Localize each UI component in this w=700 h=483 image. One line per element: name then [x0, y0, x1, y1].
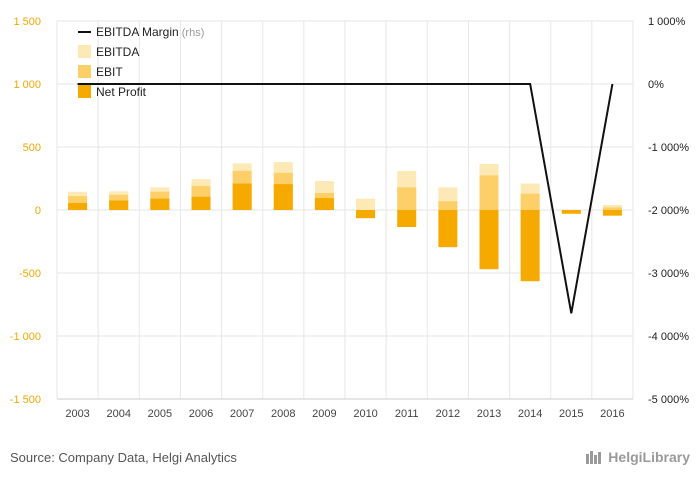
legend-box-swatch	[78, 85, 91, 98]
bar-net-profit	[561, 210, 581, 214]
bar-ebit	[438, 201, 458, 210]
library-icon	[586, 451, 602, 464]
bar-net-profit	[314, 198, 334, 210]
bar-ebitda	[356, 198, 376, 210]
gridlines	[56, 20, 634, 400]
chart: 1 500 1 000 500 0 -500 -1 000 -1 500 1 000% 0% -1…	[10, 16, 689, 420]
bar-net-profit	[602, 210, 622, 216]
legend-box-swatch	[78, 45, 91, 58]
bar-net-profit	[356, 210, 376, 219]
x-tick-label: 2003	[65, 408, 89, 420]
x-tick-label: 2008	[271, 408, 295, 420]
bar-net-profit	[520, 210, 540, 282]
bar-net-profit	[232, 183, 252, 210]
margin-line-layer	[77, 83, 614, 314]
brand-logo[interactable]: HelgiLibrary	[586, 449, 690, 465]
bar-ebit	[397, 187, 417, 210]
x-tick-label: 2007	[230, 408, 254, 420]
x-tick-label: 2014	[518, 408, 542, 420]
ebitda-margin-line	[77, 83, 614, 314]
bar-net-profit	[150, 198, 170, 210]
y-tick-label: 500	[23, 142, 41, 154]
x-tick-label: 2009	[312, 408, 336, 420]
x-tick-label: 2013	[477, 408, 501, 420]
x-tick-label: 2012	[436, 408, 460, 420]
y2-tick-label: 0%	[648, 79, 664, 91]
y-tick-label: 0	[35, 205, 41, 217]
y2-tick-label: -4 000%	[648, 331, 689, 343]
source-note: Source: Company Data, Helgi Analytics	[10, 450, 237, 465]
axes: 1 500 1 000 500 0 -500 -1 000 -1 500 1 000% 0% -1…	[10, 16, 689, 420]
bar-net-profit	[68, 203, 88, 210]
y-tick-label: -500	[19, 268, 41, 280]
x-tick-label: 2004	[106, 408, 130, 420]
y2-tick-label: -2 000%	[648, 205, 689, 217]
bar-net-profit	[479, 210, 499, 270]
bar-net-profit	[191, 196, 211, 210]
x-tick-label: 2005	[148, 408, 172, 420]
bar-ebit	[602, 207, 622, 210]
x-tick-label: 2016	[600, 408, 624, 420]
y2-tick-label: -1 000%	[648, 142, 689, 154]
legend-label: EBIT	[96, 65, 123, 79]
x-tick-label: 2015	[559, 408, 583, 420]
bar-ebit	[479, 175, 499, 210]
legend: EBITDA Margin (rhs) EBITDA EBIT Net Profit	[78, 25, 204, 99]
y-tick-label: -1 500	[10, 394, 41, 406]
bar-net-profit	[438, 210, 458, 248]
x-tick-label: 2006	[189, 408, 213, 420]
bar-ebit	[520, 193, 540, 210]
y-tick-label: -1 000	[10, 331, 41, 343]
y-tick-label: 1 000	[13, 79, 41, 91]
legend-label: EBITDA	[96, 45, 139, 59]
bar-net-profit	[397, 210, 417, 228]
bars	[68, 162, 622, 282]
brand-name: HelgiLibrary	[608, 449, 690, 465]
x-tick-label: 2010	[353, 408, 377, 420]
y2-tick-label: 1 000%	[648, 16, 686, 28]
legend-box-swatch	[78, 65, 91, 78]
y-tick-label: 1 500	[13, 16, 41, 28]
y2-tick-label: -3 000%	[648, 268, 689, 280]
bar-net-profit	[109, 200, 129, 210]
x-tick-label: 2011	[395, 408, 419, 420]
y2-tick-label: -5 000%	[648, 394, 689, 406]
legend-label: EBITDA Margin (rhs)	[96, 25, 204, 39]
legend-note: (rhs)	[179, 27, 205, 39]
legend-label: Net Profit	[96, 85, 147, 99]
bar-net-profit	[273, 184, 293, 210]
